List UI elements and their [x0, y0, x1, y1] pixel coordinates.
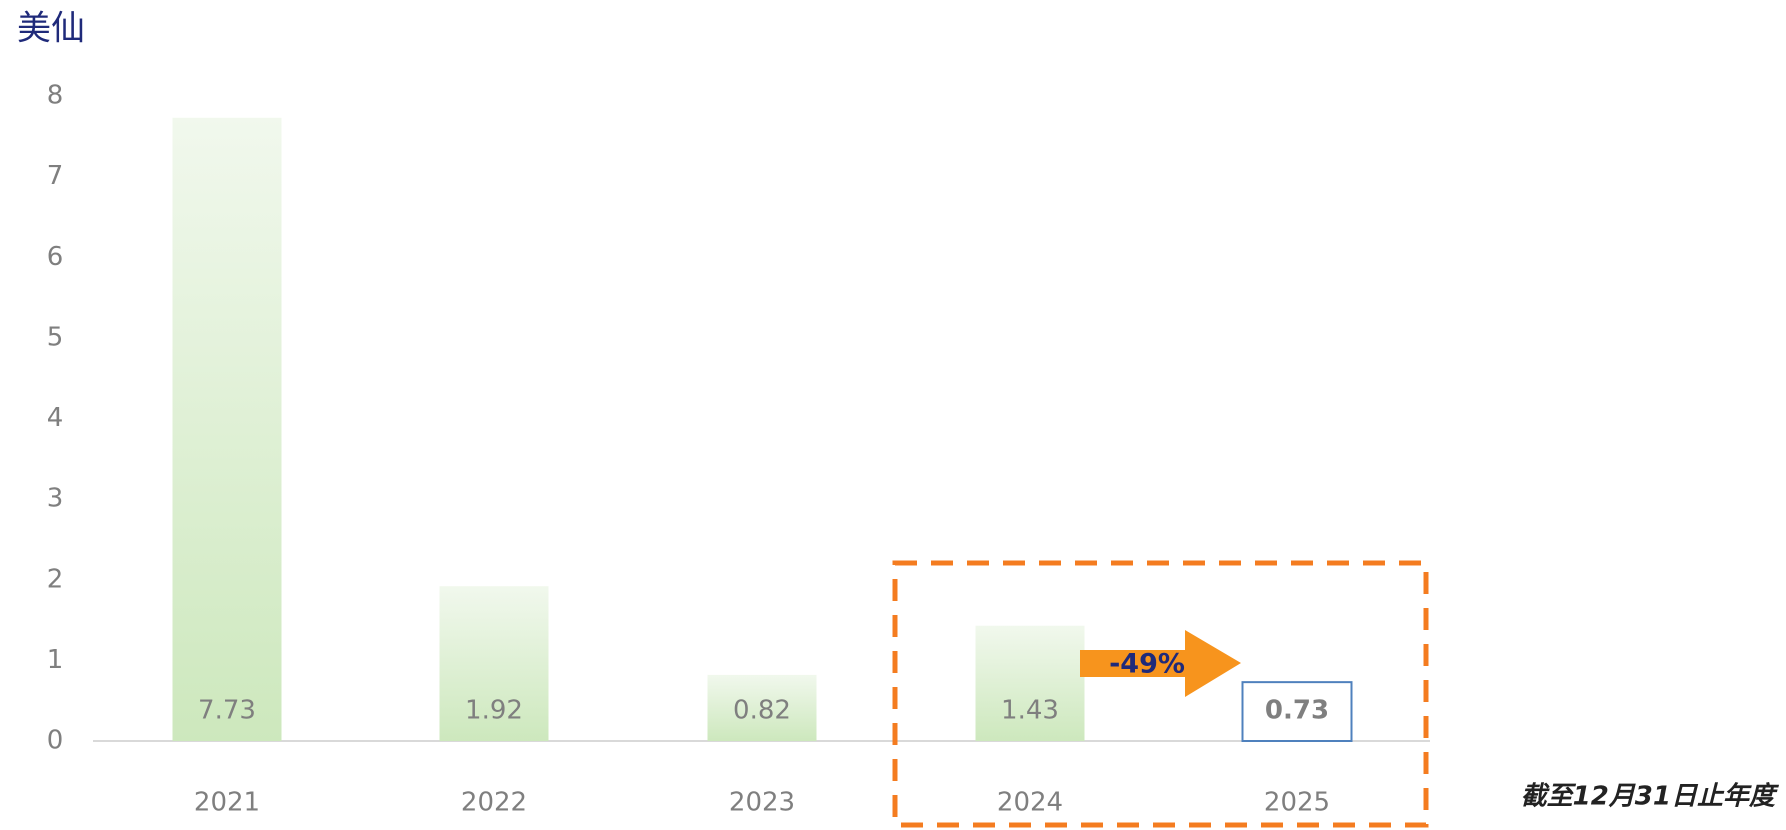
bar	[172, 117, 282, 742]
bar	[975, 625, 1085, 741]
data-label: 0.82	[733, 696, 791, 726]
y-tick-label: 7	[47, 161, 64, 191]
x-tick-label: 2022	[461, 788, 527, 818]
y-tick-label: 6	[47, 242, 64, 272]
data-label: 7.73	[198, 696, 256, 726]
data-label: 1.92	[465, 696, 523, 726]
bar	[1241, 681, 1353, 742]
data-label: 1.43	[1001, 696, 1059, 726]
annotation: -49%	[1109, 649, 1185, 680]
y-tick-label: 5	[47, 322, 64, 352]
bar	[707, 674, 817, 741]
y-tick-label: 2	[47, 564, 64, 594]
x-tick-label: 2025	[1264, 788, 1330, 818]
y-tick-label: 0	[47, 726, 64, 756]
bar	[439, 586, 549, 741]
data-label: 0.73	[1265, 696, 1329, 726]
highlight-box	[892, 560, 1429, 828]
x-tick-label: 2023	[729, 788, 795, 818]
arrow	[1080, 630, 1241, 697]
x-tick-label: 2021	[194, 788, 260, 818]
note: 截至12月31日止年度	[1521, 782, 1780, 812]
y-tick-label: 3	[47, 484, 64, 514]
y-tick-label: 4	[47, 403, 64, 433]
y-tick-label: 1	[47, 645, 64, 675]
x-tick-label: 2024	[997, 788, 1063, 818]
chart-title: 美仙	[17, 9, 85, 49]
y-tick-label: 8	[47, 81, 64, 111]
